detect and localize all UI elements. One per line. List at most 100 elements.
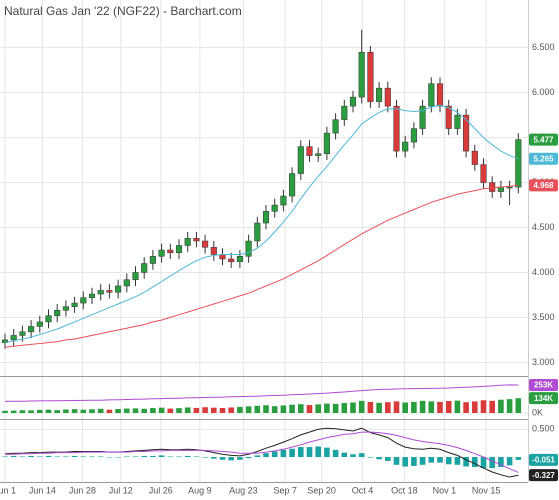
candle-body <box>393 105 400 152</box>
candle-body <box>419 105 426 129</box>
candle-body <box>271 204 278 212</box>
candle-body <box>236 256 243 262</box>
bar <box>411 401 417 414</box>
candle-body <box>289 173 296 197</box>
bar <box>19 456 26 458</box>
candle-body <box>141 263 148 273</box>
bar <box>97 456 104 458</box>
bar <box>28 455 34 458</box>
bar <box>428 401 435 414</box>
value-badge <box>529 133 558 146</box>
candle-body <box>323 132 330 155</box>
candle-body <box>306 146 313 156</box>
value-label: 4.968 <box>533 181 554 190</box>
value-badge <box>529 392 558 405</box>
bar <box>115 457 121 458</box>
candle-body <box>297 146 304 174</box>
x-tick-label: Jul 26 <box>149 485 173 495</box>
bar <box>28 410 34 414</box>
candle-body <box>515 139 522 188</box>
marks <box>1 29 522 478</box>
bar <box>437 457 443 463</box>
bar <box>2 410 8 414</box>
candle-body <box>149 256 156 264</box>
bar <box>463 457 469 467</box>
candle-body <box>97 290 104 295</box>
value-label: 134K <box>534 394 553 403</box>
bar <box>45 409 52 414</box>
bar <box>367 401 374 414</box>
bar <box>332 403 339 414</box>
bar <box>402 457 408 467</box>
bar <box>498 457 504 468</box>
value-label: 5.265 <box>533 154 554 163</box>
candle-body <box>341 105 348 120</box>
bar <box>324 403 330 414</box>
bar <box>45 455 52 458</box>
bar <box>89 409 95 414</box>
candle-body <box>193 238 200 242</box>
x-tick-label: Sep 20 <box>307 485 336 495</box>
candle-body <box>71 302 78 307</box>
bar <box>71 409 78 414</box>
line <box>4 384 519 402</box>
bar <box>228 407 234 414</box>
x-tick-label: Jun 1 <box>0 485 16 495</box>
bar <box>211 407 217 414</box>
bar <box>358 400 365 414</box>
x-tick-label: Oct 4 <box>352 485 374 495</box>
bar <box>254 455 261 458</box>
bar <box>10 455 17 458</box>
candle-body <box>210 247 217 255</box>
bar <box>385 402 391 414</box>
bar <box>419 457 426 465</box>
bar <box>298 404 304 414</box>
candle-body <box>202 240 209 248</box>
value-label: 253K <box>534 381 553 390</box>
bar <box>393 401 400 414</box>
y-tick-label: 0.500 <box>532 424 555 434</box>
bar <box>419 400 426 414</box>
bar <box>228 457 234 461</box>
bar <box>176 456 182 458</box>
bar <box>350 454 356 458</box>
bar <box>489 400 495 414</box>
bar <box>89 456 95 458</box>
bar <box>254 405 261 414</box>
candle-body <box>10 335 17 341</box>
bar <box>480 457 487 469</box>
candle-body <box>80 297 87 304</box>
bar <box>106 457 113 458</box>
bar <box>167 408 174 414</box>
candle-body <box>36 321 43 327</box>
bar <box>506 457 513 466</box>
bar <box>80 409 87 414</box>
candle-body <box>367 51 374 102</box>
bar <box>315 404 321 414</box>
candle-body <box>19 331 26 336</box>
bar <box>184 455 191 458</box>
value-badge <box>529 179 558 192</box>
bar <box>150 455 156 458</box>
candle-body <box>1 339 9 343</box>
bar <box>463 402 469 414</box>
value-label: -0.327 <box>532 471 555 480</box>
bar <box>472 401 478 414</box>
candle-body <box>28 326 35 333</box>
y-tick-label: 0K <box>532 407 543 417</box>
candle-body <box>463 114 470 152</box>
candle-body <box>332 119 339 134</box>
bar <box>202 457 208 458</box>
candle-body <box>167 249 174 253</box>
candle-body <box>88 293 96 298</box>
x-tick-label: Aug 9 <box>188 485 212 495</box>
bar <box>10 410 17 414</box>
chart-title: Natural Gas Jan '22 (NGF22) - Barchart.c… <box>4 4 242 18</box>
bar <box>454 457 461 465</box>
x-tick-label: Jun 14 <box>29 485 56 495</box>
bar <box>315 446 321 458</box>
value-badge <box>529 378 558 391</box>
bar <box>150 408 156 414</box>
